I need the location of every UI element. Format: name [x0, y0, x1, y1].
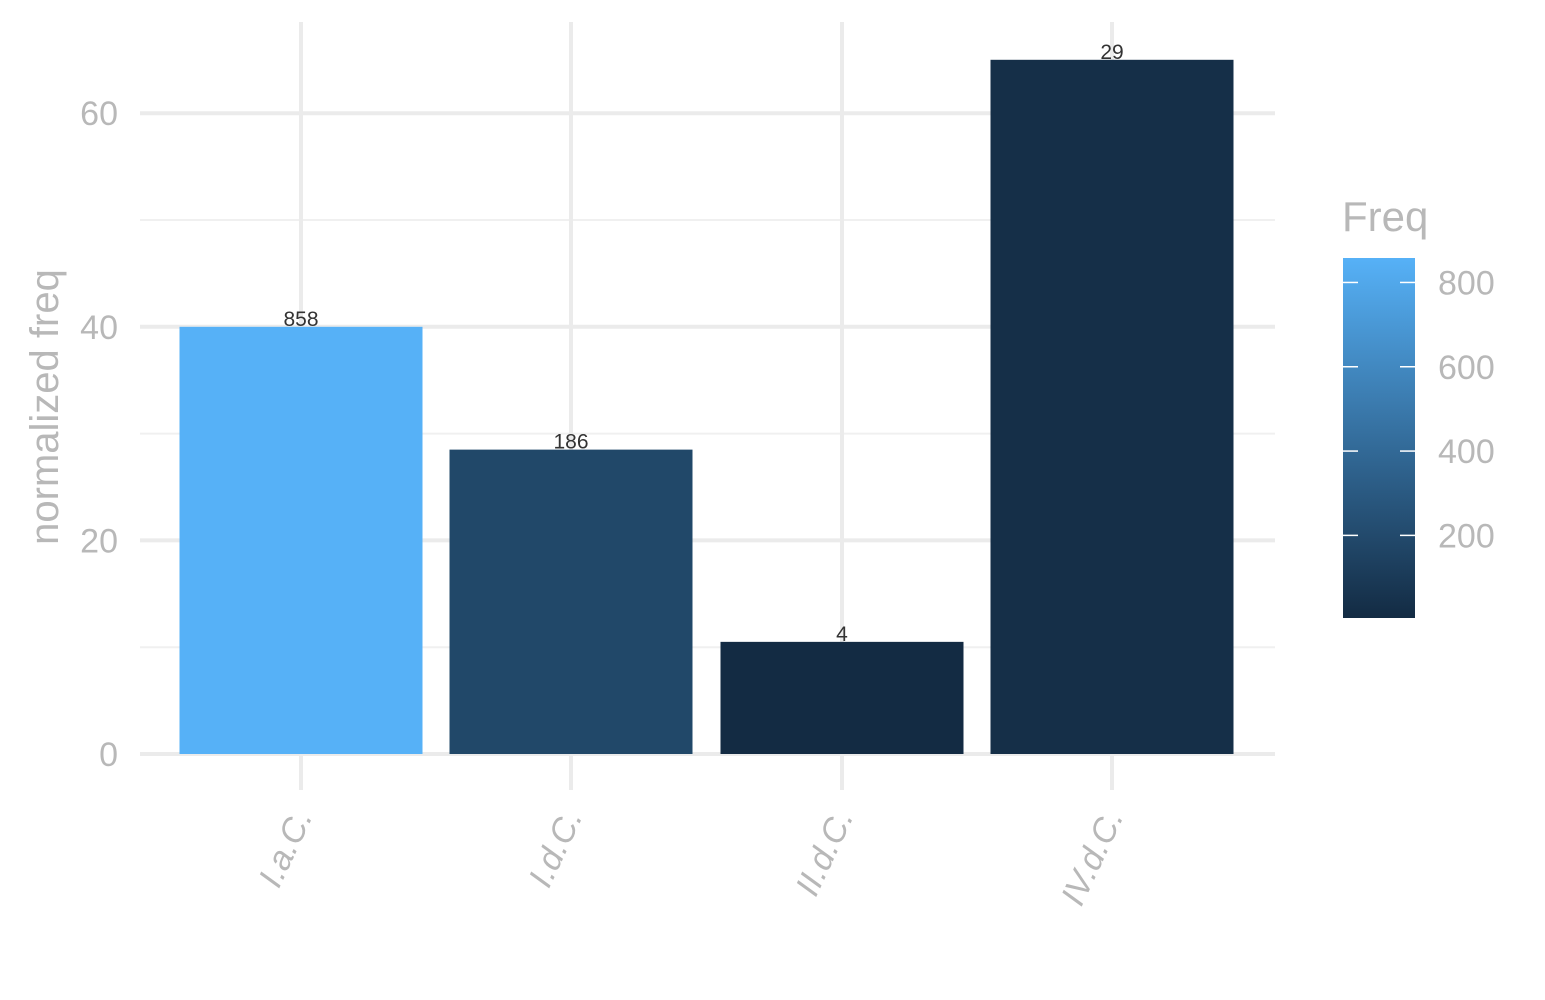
- y-tick-label: 20: [80, 522, 118, 560]
- y-axis-ticks: 0 20 40 60: [80, 95, 118, 774]
- color-legend: Freq 200 400 600 800: [1342, 193, 1495, 618]
- legend-tick-label: 800: [1438, 264, 1495, 302]
- x-tick-label: I.d.C.: [521, 803, 590, 893]
- bar-II.d.C.: [720, 641, 964, 754]
- data-labels: 858 186 4 29: [283, 41, 1123, 646]
- y-tick-label: 0: [99, 736, 118, 774]
- bar-I.d.C.: [449, 449, 693, 754]
- y-tick-label: 60: [80, 95, 118, 133]
- legend-tick-label: 200: [1438, 517, 1495, 555]
- bar-value-label: 4: [836, 623, 848, 646]
- x-tick-label: IV.d.C.: [1054, 803, 1131, 911]
- legend-tick-label: 600: [1438, 349, 1495, 387]
- x-tick-label: II.d.C.: [788, 803, 861, 901]
- bar-value-label: 186: [553, 431, 588, 454]
- x-tick-label: I.a.C.: [251, 803, 320, 893]
- bar-value-label: 858: [283, 308, 318, 331]
- bar-IV.d.C.: [990, 59, 1234, 755]
- y-axis-title: normalized freq: [23, 269, 67, 545]
- x-axis-ticks: I.a.C. I.d.C. II.d.C. IV.d.C.: [251, 803, 1131, 911]
- bar-value-label: 29: [1100, 41, 1123, 64]
- y-tick-label: 40: [80, 309, 118, 347]
- legend-ticks: 200 400 600 800: [1343, 264, 1495, 555]
- legend-tick-label: 400: [1438, 433, 1495, 471]
- bars: [179, 59, 1234, 755]
- bar-I.a.C.: [179, 326, 423, 754]
- legend-title: Freq: [1342, 193, 1428, 240]
- colorbar: [1343, 258, 1415, 618]
